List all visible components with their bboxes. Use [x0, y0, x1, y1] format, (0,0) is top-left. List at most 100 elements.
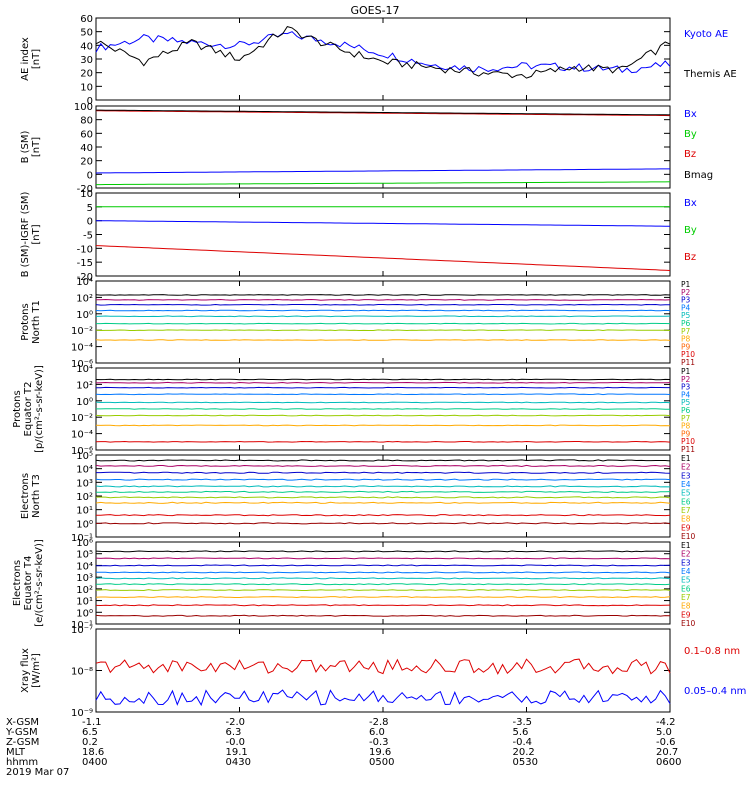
- y-tick-label: 10²: [76, 492, 93, 503]
- legend-entry: P11: [681, 445, 695, 454]
- y-axis-label-line: Protons: [20, 303, 31, 340]
- panel-2: -20 0 20 40 60 80 100 B (SM)[nT] Bx By Bz Bmag: [20, 102, 713, 195]
- y-tick-label: -15: [77, 258, 93, 269]
- legend-entry: E2: [681, 463, 691, 472]
- y-tick-label: 10⁻²: [71, 326, 93, 337]
- series-line-0-05-0-4-nm: [95, 689, 671, 707]
- series-line-E3: [96, 471, 671, 474]
- y-tick-label: 10³: [76, 478, 93, 489]
- legend-entry: E10: [681, 532, 696, 541]
- panel-4: 10⁴ 10² 10⁰ 10⁻² 10⁻⁴ 10⁻⁶ ProtonsNorth T1 P1P2…: [20, 277, 695, 370]
- legend-entry: E10: [681, 619, 696, 628]
- legend-entry: Bx: [684, 198, 697, 209]
- footer-value: 18.6: [82, 747, 105, 758]
- y-tick-label: 10⁻⁴: [71, 430, 93, 441]
- legend-entry: Themis AE: [683, 69, 737, 80]
- series-line-Bx: [95, 168, 670, 174]
- series-line-P1: [95, 378, 671, 381]
- footer-label: MLT: [6, 747, 25, 758]
- series-line-E8: [95, 501, 671, 504]
- y-tick-label: -10: [77, 244, 93, 255]
- legend-entry: P3: [681, 383, 691, 392]
- y-tick-label: 10⁻⁹: [71, 708, 93, 719]
- series-line-P1: [95, 294, 671, 296]
- y-tick-label: 10⁴: [76, 465, 93, 476]
- y-axis-label-line: Equator T4: [23, 556, 34, 611]
- legend-entry: E3: [681, 558, 691, 567]
- footer-value: 6.3: [225, 727, 242, 738]
- legend-entry: 0.1–0.8 nm: [684, 646, 740, 657]
- legend-entry: Bmag: [684, 170, 713, 181]
- footer-value: 0500: [369, 757, 395, 768]
- panel-frame: [95, 454, 671, 538]
- y-axis-label-line: Electrons: [12, 560, 23, 606]
- y-axis-label: B (SM)[nT]: [20, 130, 42, 163]
- y-tick-label: 10⁴: [76, 364, 93, 375]
- panel-8: 10⁻⁷ 10⁻⁸ 10⁻⁹ Xray flux[W/m²] 0.1–0.8 nm 0.0…: [20, 625, 746, 719]
- y-axis-label-line: AE index: [20, 37, 31, 81]
- y-tick-label: 60: [80, 129, 93, 140]
- series-line-E10: [95, 614, 671, 617]
- legend-entry: E1: [681, 541, 691, 550]
- footer-value: -3.5: [512, 717, 533, 728]
- y-axis-label-line: B (SM)-IGRF (SM): [20, 192, 31, 278]
- legend-entry: E6: [681, 584, 691, 593]
- y-tick-label: 10¹: [76, 597, 93, 608]
- series-line-E6: [95, 490, 671, 493]
- legend-entry: E9: [681, 523, 691, 532]
- series-line-Bmag: [96, 109, 671, 116]
- series-line-P6: [96, 322, 671, 325]
- y-tick-label: 100: [74, 102, 93, 113]
- legend-entry: P4: [681, 390, 691, 399]
- footer-value: 0400: [82, 757, 108, 768]
- series-line-Themis-AE: [95, 26, 671, 79]
- y-axis-label: ElectronsNorth T3: [20, 473, 42, 519]
- y-tick-label: 20: [80, 157, 93, 168]
- footer-row-zgsm: Z-GSM: [6, 738, 39, 748]
- panel-frame: [95, 280, 671, 364]
- series-line-E7: [95, 589, 671, 592]
- legend-entry: E9: [681, 610, 691, 619]
- legend-entry: P1: [681, 367, 691, 376]
- footer-value: 0600: [656, 757, 682, 768]
- legend-entry: P6: [681, 406, 691, 415]
- y-axis-label-line: Electrons: [20, 473, 31, 519]
- y-tick-label: 10⁻⁷: [71, 625, 93, 636]
- y-tick-label: 10⁰: [76, 608, 93, 619]
- legend-entry: E7: [681, 593, 691, 602]
- legend-entry: P7: [681, 414, 691, 423]
- y-tick-label: 80: [80, 116, 93, 127]
- y-tick-label: 40: [80, 41, 93, 52]
- y-axis-label-line: Equator T2: [23, 382, 34, 437]
- y-tick-label: 10¹: [76, 506, 93, 517]
- series-line-Bz: [96, 110, 671, 117]
- footer-value: 20.7: [656, 747, 679, 758]
- footer-row-ygsm: Y-GSM: [6, 728, 38, 738]
- series-line-Kyoto-AE: [95, 31, 671, 74]
- y-axis-label-line: North T1: [31, 300, 42, 344]
- panel-5: 10⁴ 10² 10⁰ 10⁻² 10⁻⁴ 10⁻⁶ ProtonsEquator T2[p…: [12, 364, 695, 457]
- legend-entry: E7: [681, 506, 691, 515]
- series-line-E1: [95, 459, 671, 462]
- y-axis-label-line: [nT]: [31, 224, 42, 244]
- series-line-E4: [95, 478, 671, 481]
- legend-entry: E8: [681, 515, 691, 524]
- footer-value: 19.1: [225, 747, 248, 758]
- series-line-P10: [95, 440, 671, 443]
- y-axis-label-line: North T3: [31, 474, 42, 518]
- y-axis-label: Xray flux[W/m²]: [20, 648, 42, 693]
- y-tick-label: 10⁵: [76, 451, 93, 462]
- y-tick-label: 0: [87, 170, 93, 181]
- series-line-By: [96, 181, 671, 186]
- y-tick-label: 10⁴: [76, 277, 93, 288]
- series-line-E3: [95, 564, 671, 567]
- y-tick-label: 10²: [76, 585, 93, 596]
- y-tick-label: 50: [80, 28, 93, 39]
- legend-entry: E4: [681, 480, 691, 489]
- legend-entry: E5: [681, 489, 691, 498]
- legend-entry: E3: [681, 471, 691, 480]
